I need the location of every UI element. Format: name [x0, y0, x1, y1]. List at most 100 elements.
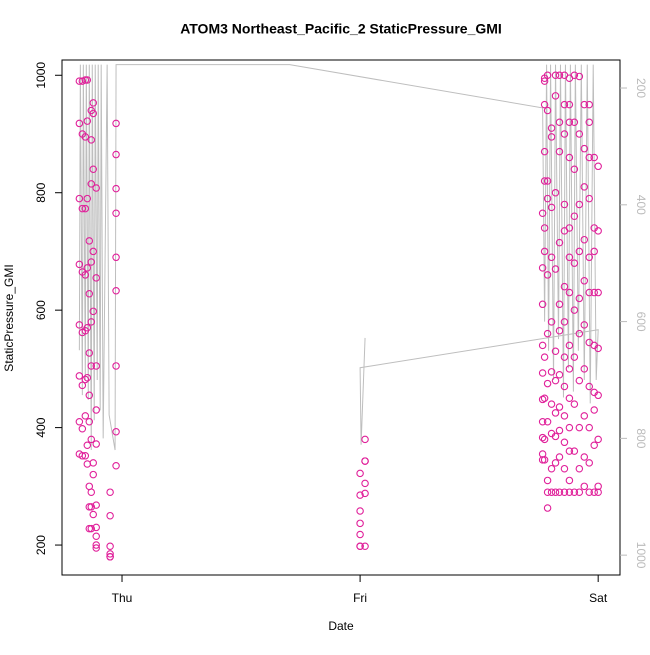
y-tick-label: 800 — [34, 182, 48, 202]
data-point — [555, 238, 564, 247]
data-point — [594, 488, 602, 496]
data-point — [565, 488, 574, 496]
data-point — [361, 479, 369, 488]
data-point — [594, 435, 602, 444]
x-axis-label: Date — [328, 619, 354, 633]
data-point — [565, 447, 574, 455]
data-point — [590, 288, 598, 297]
data-point — [565, 341, 574, 350]
data-point — [590, 153, 598, 162]
data-point — [570, 71, 579, 80]
data-point — [87, 136, 96, 144]
data-point — [555, 403, 564, 411]
data-point — [590, 441, 598, 449]
data-point — [540, 353, 549, 361]
data-point — [580, 277, 589, 285]
data-point — [575, 376, 584, 385]
data-point — [540, 247, 549, 256]
data-line — [78, 64, 599, 451]
data-point — [575, 200, 584, 209]
data-point — [89, 459, 97, 467]
data-point — [585, 459, 593, 467]
data-point — [570, 306, 579, 314]
data-point — [361, 457, 369, 465]
y-tick-label: 600 — [34, 300, 48, 320]
data-point — [112, 184, 120, 193]
data-point — [112, 253, 120, 262]
data-point — [594, 344, 602, 353]
data-point — [551, 488, 560, 496]
data-point — [575, 247, 584, 256]
data-point — [356, 519, 364, 528]
data-point — [89, 307, 97, 316]
data-point — [585, 423, 593, 432]
data-point — [112, 150, 120, 159]
data-point — [590, 247, 598, 256]
data-point — [540, 77, 549, 85]
x-tick-label: Fri — [353, 591, 367, 605]
data-point — [590, 488, 598, 496]
y-tick-label: 200 — [34, 535, 48, 555]
data-point — [575, 488, 584, 496]
y-tick-label: 400 — [34, 417, 48, 437]
data-point — [555, 371, 564, 379]
data-point — [565, 253, 574, 262]
data-point — [560, 353, 569, 361]
data-point — [361, 542, 369, 550]
data-point — [560, 318, 569, 326]
data-point — [543, 488, 552, 496]
data-point — [580, 321, 589, 329]
data-point — [551, 376, 560, 385]
data-point — [555, 326, 564, 335]
data-point — [538, 209, 547, 218]
data-point — [89, 247, 97, 256]
data-point — [92, 184, 100, 192]
data-point — [540, 456, 549, 464]
data-point — [106, 542, 114, 550]
data-point — [594, 288, 602, 297]
data-point — [543, 194, 552, 203]
data-point — [540, 435, 549, 444]
data-point — [75, 321, 84, 329]
data-point — [580, 235, 589, 244]
data-point — [585, 153, 593, 162]
data-point — [565, 153, 574, 162]
data-point — [112, 287, 120, 295]
data-point — [560, 464, 569, 473]
data-point — [585, 118, 593, 126]
data-point — [83, 264, 92, 272]
data-point — [89, 109, 97, 118]
x-tick-label: Sat — [589, 591, 608, 605]
data-point — [89, 165, 97, 173]
data-point — [89, 99, 97, 107]
data-point — [585, 288, 593, 297]
y2-tick-label: 400 — [634, 195, 648, 215]
data-point — [560, 438, 569, 447]
data-point — [112, 427, 120, 436]
data-point — [92, 544, 100, 552]
data-point — [543, 379, 552, 388]
data-point — [92, 274, 100, 282]
data-point — [78, 204, 87, 213]
data-point — [112, 362, 120, 370]
data-point — [560, 412, 569, 420]
data-point — [575, 130, 584, 138]
data-point — [538, 369, 547, 377]
data-point — [551, 92, 560, 100]
y-tick-label: 1000 — [34, 62, 48, 89]
data-point — [540, 177, 549, 185]
data-point — [543, 177, 552, 185]
data-point — [547, 464, 556, 473]
data-point — [81, 271, 90, 279]
data-point — [590, 406, 598, 414]
data-point — [75, 260, 84, 269]
data-point — [87, 524, 96, 533]
data-point — [551, 347, 560, 356]
data-point — [570, 353, 579, 361]
data-point — [551, 265, 560, 273]
data-point — [538, 456, 547, 464]
data-point — [551, 459, 560, 467]
data-point — [570, 118, 579, 126]
data-point — [361, 489, 369, 498]
